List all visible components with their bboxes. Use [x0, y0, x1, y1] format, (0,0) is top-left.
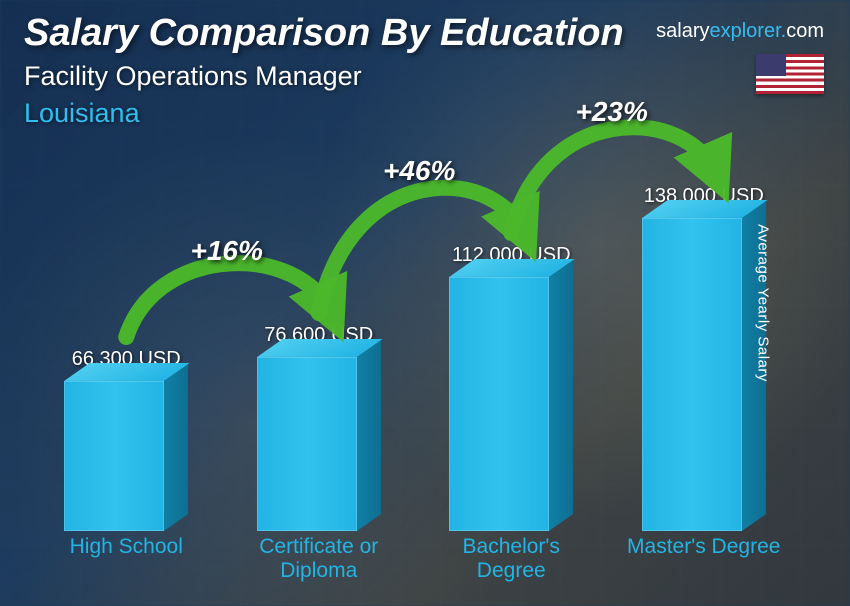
brand-mid: explorer	[709, 20, 780, 42]
category-labels: High School Certificate or Diploma Bachelo…	[30, 531, 800, 586]
category-label: Bachelor's Degree	[427, 531, 596, 586]
job-title: Facility Operations Manager	[24, 61, 826, 92]
category-label: Certificate or Diploma	[234, 531, 403, 586]
category-label: High School	[42, 531, 211, 586]
bar-group: 66,300 USD	[42, 348, 211, 531]
bar-group: 112,000 USD	[427, 244, 596, 531]
brand-pre: salary	[656, 20, 709, 42]
bars-container: 66,300 USD76,600 USD112,000 USD138,000 U…	[30, 171, 800, 531]
brand-label: salaryexplorer.com	[656, 20, 824, 43]
bar	[642, 218, 766, 531]
category-label: Master's Degree	[619, 531, 788, 586]
bar	[64, 381, 188, 531]
y-axis-label: Average Yearly Salary	[755, 224, 772, 382]
bar	[449, 277, 573, 531]
bar-chart: 66,300 USD76,600 USD112,000 USD138,000 U…	[30, 140, 800, 586]
flag-icon	[756, 54, 824, 94]
bar	[257, 357, 381, 531]
brand-suf: com	[786, 20, 824, 42]
bar-group: 76,600 USD	[234, 324, 403, 531]
location-label: Louisiana	[24, 98, 826, 129]
